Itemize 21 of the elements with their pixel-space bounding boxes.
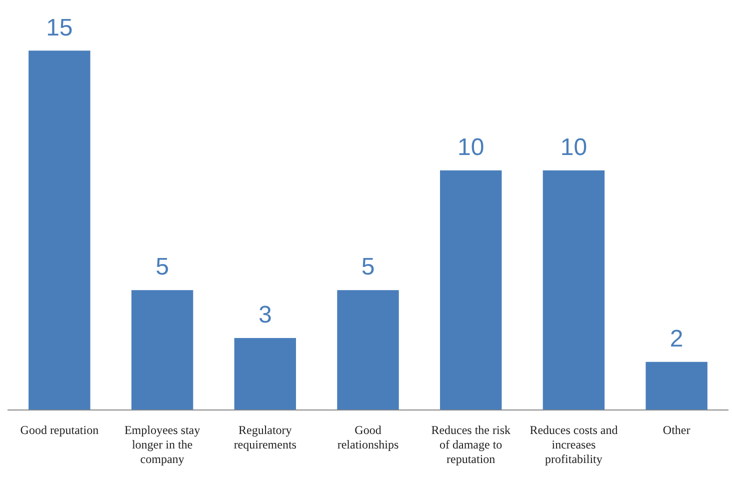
x-tick-label: Good relationships xyxy=(337,423,399,452)
data-label: 10 xyxy=(560,134,588,162)
data-label: 3 xyxy=(258,302,272,329)
data-label: 5 xyxy=(361,254,375,281)
x-tick-label: Regulatory requirements xyxy=(234,423,297,452)
data-label: 10 xyxy=(458,134,484,162)
data-label: 2 xyxy=(670,326,684,353)
x-tick-label: Other xyxy=(662,423,690,438)
x-tick-label: Reduces the risk of damage to reputation xyxy=(431,423,511,466)
data-label: 15 xyxy=(46,14,73,42)
bar xyxy=(542,170,605,410)
bar xyxy=(131,290,194,410)
data-label: 5 xyxy=(156,254,169,281)
bar xyxy=(234,338,296,410)
bar xyxy=(440,170,502,410)
bar xyxy=(337,290,399,410)
bar xyxy=(646,362,708,410)
x-tick-label: Good reputation xyxy=(20,423,99,438)
x-tick-label: Employees stay longer in the company xyxy=(124,423,200,466)
x-tick-label: Reduces costs and increases profitability xyxy=(530,423,618,466)
bar xyxy=(28,50,90,410)
